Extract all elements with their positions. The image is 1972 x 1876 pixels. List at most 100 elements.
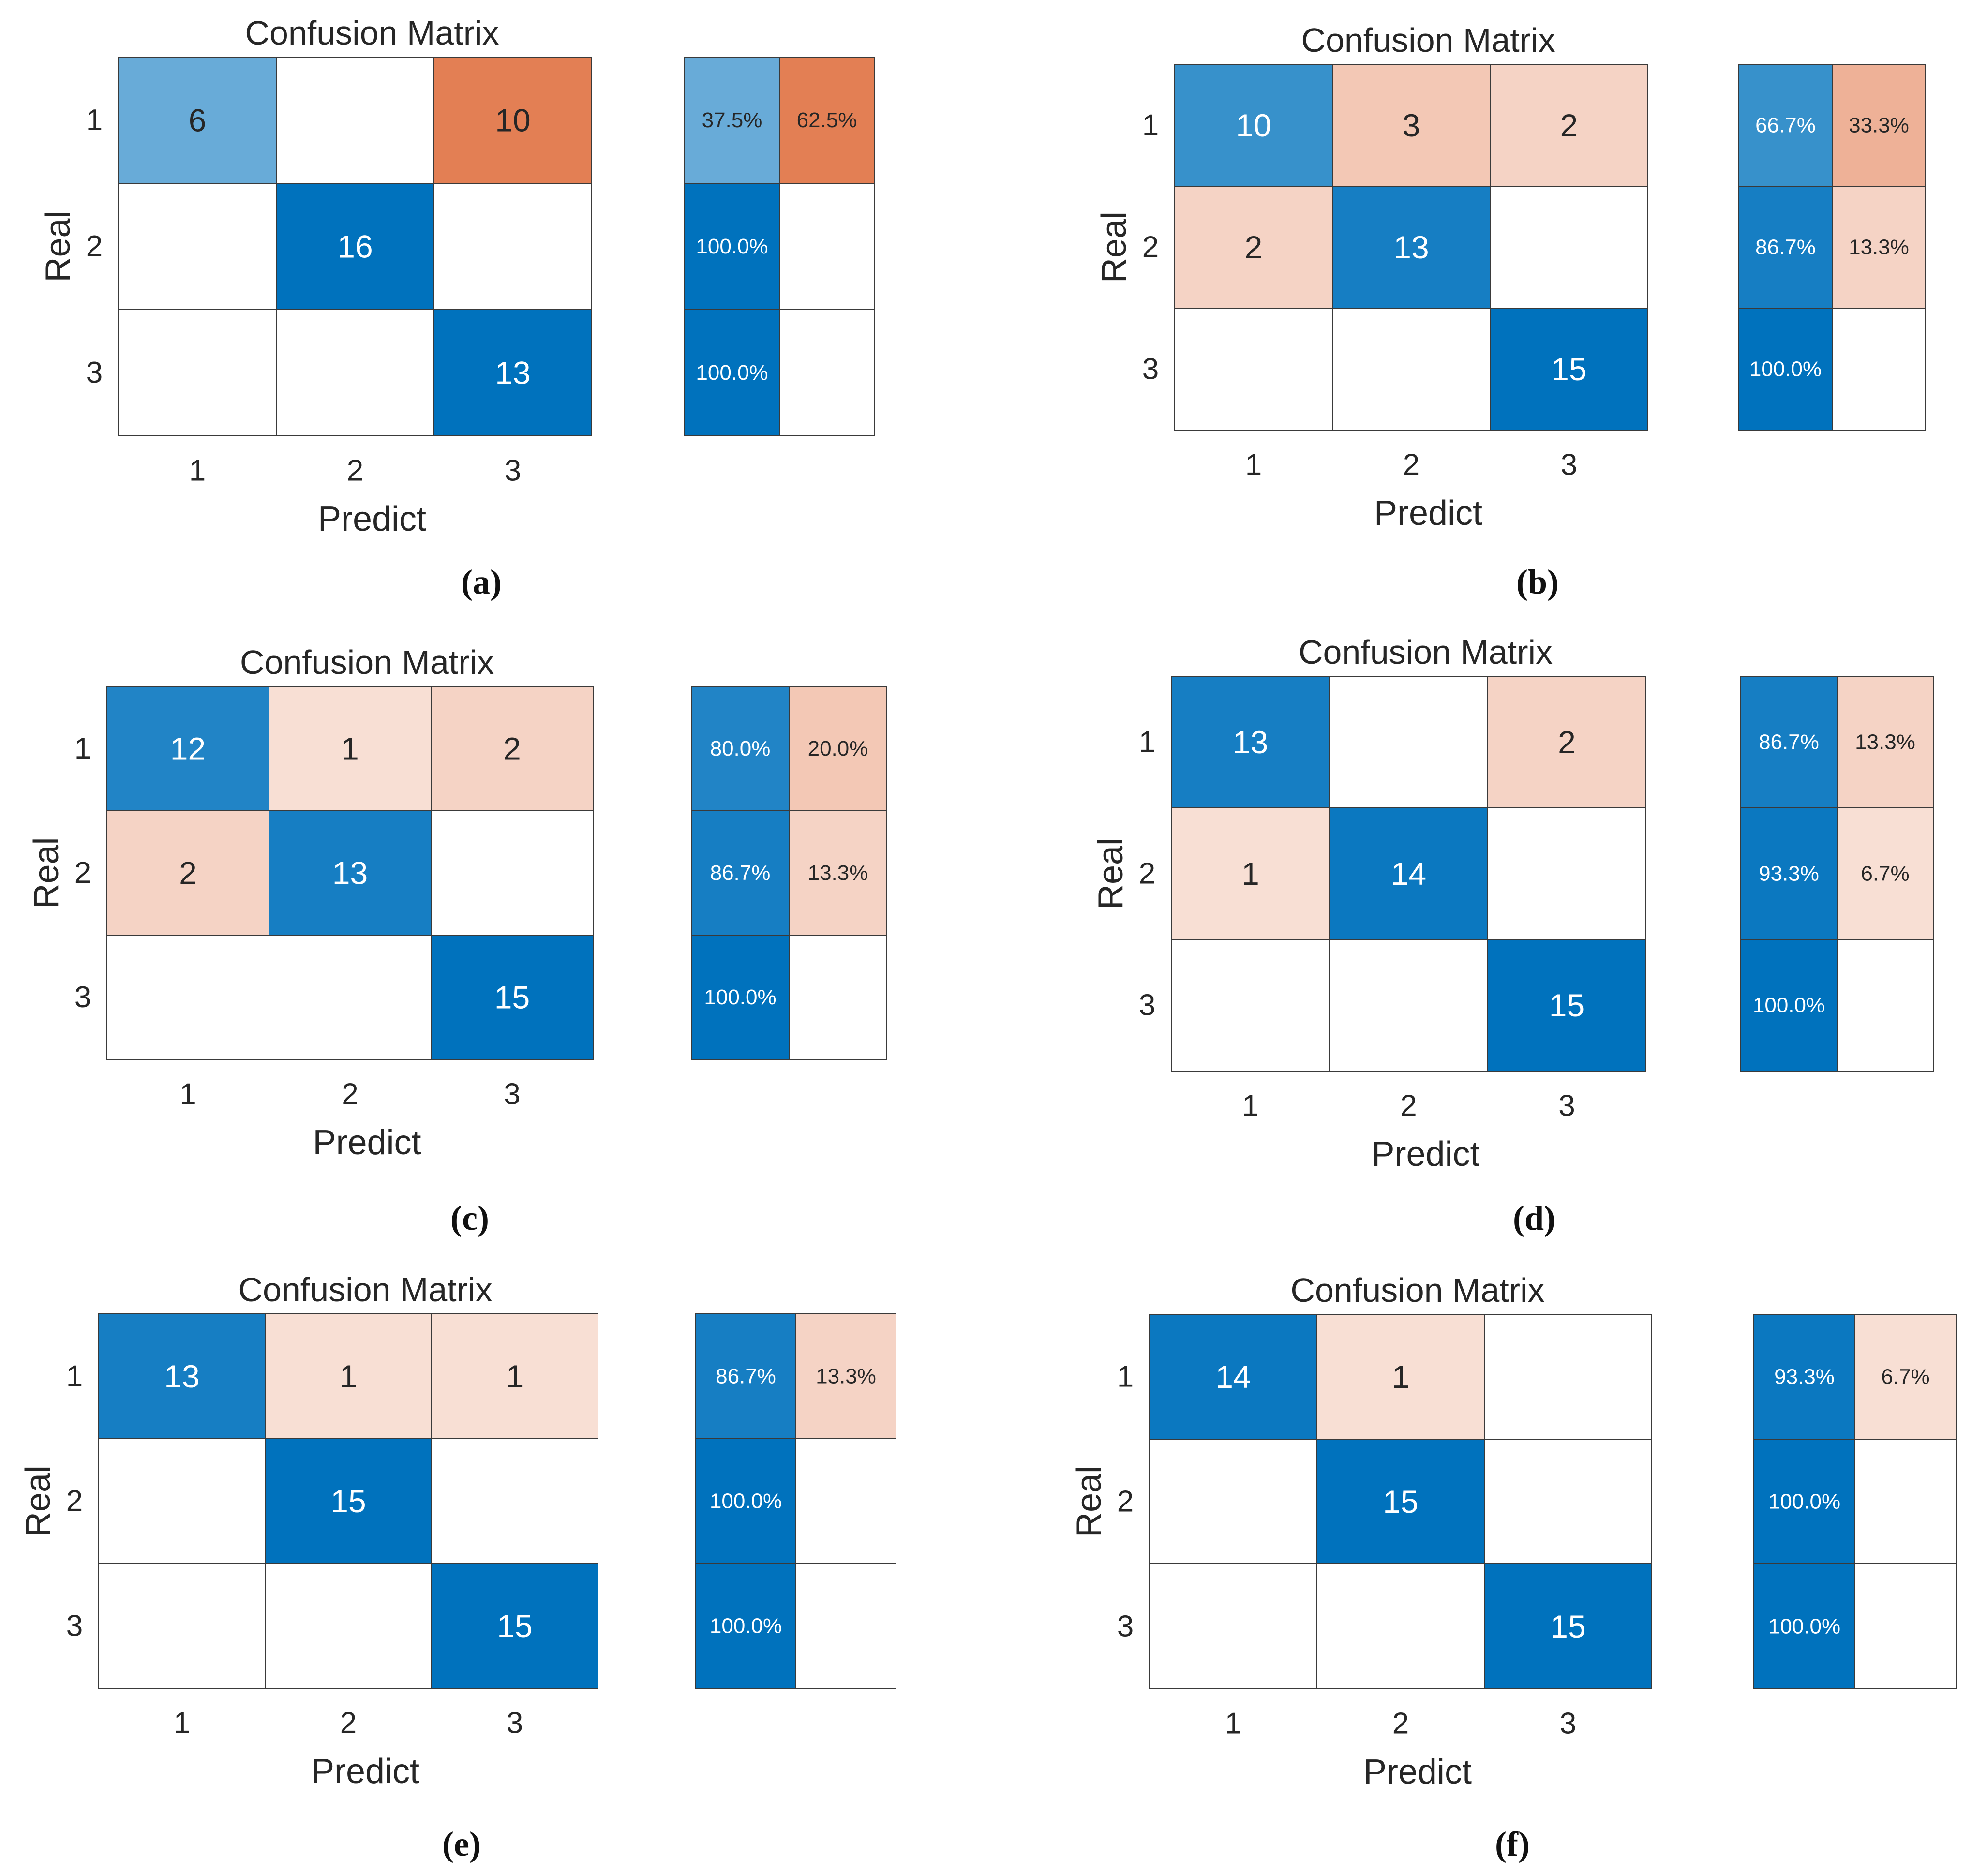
row-summary-cell bbox=[795, 1438, 896, 1564]
row-summary-value: 6.7% bbox=[1861, 862, 1909, 886]
row-summary-cell bbox=[779, 183, 875, 310]
row-summary-value: 100.0% bbox=[696, 235, 768, 258]
matrix-cell bbox=[431, 1313, 598, 1439]
row-summary-value: 100.0% bbox=[710, 1489, 782, 1513]
cell-value: 13 bbox=[164, 1358, 199, 1394]
row-summary-cell bbox=[1854, 1439, 1957, 1564]
cell-value: 15 bbox=[497, 1608, 532, 1644]
cell-value: 1 bbox=[1241, 856, 1259, 892]
matrix-cell bbox=[118, 309, 277, 436]
x-axis-label: Predict bbox=[1363, 1753, 1472, 1791]
cell-value: 14 bbox=[1215, 1359, 1251, 1395]
y-tick-label: 3 bbox=[1139, 989, 1155, 1022]
matrix-cell bbox=[1329, 939, 1488, 1072]
y-axis-label: Real bbox=[1070, 1466, 1108, 1537]
matrix-cell bbox=[1487, 807, 1646, 940]
row-summary-cell bbox=[1738, 308, 1833, 431]
row-summary-value: 86.7% bbox=[1759, 730, 1819, 754]
matrix-cell bbox=[276, 183, 434, 310]
matrix-cell bbox=[431, 810, 594, 936]
chart-title: Confusion Matrix bbox=[1301, 21, 1555, 59]
cell-value: 1 bbox=[341, 731, 359, 767]
row-summary-cell bbox=[1740, 676, 1838, 808]
row-summary-cell bbox=[789, 810, 887, 936]
matrix-cell bbox=[98, 1563, 266, 1689]
row-summary-value: 100.0% bbox=[696, 361, 768, 385]
cell-value: 15 bbox=[494, 980, 530, 1015]
row-summary-value: 100.0% bbox=[1768, 1615, 1840, 1638]
panel-caption: (d) bbox=[1513, 1199, 1555, 1237]
row-summary-cell bbox=[1837, 807, 1934, 940]
matrix-cell bbox=[98, 1313, 266, 1439]
matrix-cell bbox=[1490, 308, 1648, 431]
row-summary-cell bbox=[691, 935, 790, 1060]
x-tick-label: 1 bbox=[1225, 1707, 1241, 1741]
matrix-cell bbox=[106, 810, 269, 936]
x-tick-label: 1 bbox=[179, 1078, 196, 1111]
y-tick-label: 2 bbox=[1139, 857, 1155, 891]
chart-title: Confusion Matrix bbox=[1299, 633, 1553, 671]
chart-title: Confusion Matrix bbox=[1290, 1271, 1544, 1309]
row-summary-value: 33.3% bbox=[1849, 114, 1909, 137]
y-tick-label: 1 bbox=[1142, 109, 1159, 142]
matrix-cell bbox=[276, 309, 434, 436]
chart-title: Confusion Matrix bbox=[240, 643, 494, 681]
matrix-cell bbox=[106, 935, 269, 1060]
row-summary-value: 80.0% bbox=[710, 737, 771, 760]
y-tick-label: 3 bbox=[75, 981, 91, 1014]
cell-value: 2 bbox=[1245, 229, 1263, 265]
matrix-cell bbox=[433, 57, 592, 184]
chart-title: Confusion Matrix bbox=[238, 1271, 492, 1309]
matrix-cell bbox=[1174, 308, 1333, 431]
row-summary-value: 66.7% bbox=[1755, 114, 1816, 137]
matrix-cell bbox=[1329, 676, 1488, 808]
matrix-cell bbox=[265, 1313, 432, 1439]
row-summary-value: 93.3% bbox=[1759, 862, 1819, 886]
row-summary-cell bbox=[695, 1313, 796, 1439]
row-summary-cell bbox=[1753, 1314, 1855, 1440]
y-tick-label: 1 bbox=[86, 104, 103, 137]
cell-value: 2 bbox=[179, 855, 197, 891]
matrix-cell bbox=[1316, 1563, 1485, 1689]
cell-value: 2 bbox=[503, 731, 521, 767]
chart-title: Confusion Matrix bbox=[245, 14, 499, 52]
x-axis-label: Predict bbox=[1371, 1135, 1479, 1174]
row-summary-value: 86.7% bbox=[710, 861, 771, 885]
row-summary-value: 100.0% bbox=[1768, 1490, 1840, 1514]
matrix-cell bbox=[1149, 1439, 1317, 1564]
x-tick-label: 2 bbox=[1400, 1089, 1417, 1123]
x-axis-label: Predict bbox=[1374, 494, 1482, 533]
y-tick-label: 1 bbox=[1117, 1360, 1134, 1394]
x-tick-label: 3 bbox=[505, 454, 521, 488]
cell-value: 15 bbox=[330, 1483, 366, 1519]
row-summary-cell bbox=[684, 309, 780, 436]
row-summary-cell bbox=[779, 309, 875, 436]
matrix-cell bbox=[1171, 939, 1330, 1072]
row-summary-cell bbox=[1832, 64, 1926, 187]
matrix-cell bbox=[1484, 1563, 1652, 1689]
matrix-cell bbox=[265, 1563, 432, 1689]
row-summary-cell bbox=[691, 686, 790, 811]
x-axis-label: Predict bbox=[311, 1752, 419, 1791]
row-summary-cell bbox=[1837, 939, 1934, 1072]
row-summary-cell bbox=[1738, 186, 1833, 309]
matrix-cell bbox=[1487, 939, 1646, 1072]
matrix-cell bbox=[1332, 186, 1491, 309]
y-tick-label: 3 bbox=[86, 356, 103, 389]
matrix-cell bbox=[118, 183, 277, 310]
x-tick-label: 1 bbox=[1242, 1089, 1258, 1123]
row-summary-cell bbox=[1753, 1563, 1855, 1689]
matrix-cell bbox=[1316, 1439, 1485, 1564]
row-summary-cell bbox=[684, 183, 780, 310]
row-summary-cell bbox=[1832, 186, 1926, 309]
y-axis-label: Real bbox=[39, 210, 77, 282]
cell-value: 13 bbox=[1393, 229, 1429, 265]
cell-value: 13 bbox=[495, 355, 530, 391]
y-tick-label: 1 bbox=[1139, 726, 1155, 759]
y-tick-label: 2 bbox=[86, 230, 103, 263]
matrix-cell bbox=[1316, 1314, 1485, 1440]
row-summary-cell bbox=[795, 1563, 896, 1689]
matrix-cell bbox=[433, 309, 592, 436]
matrix-cell bbox=[1490, 186, 1648, 309]
